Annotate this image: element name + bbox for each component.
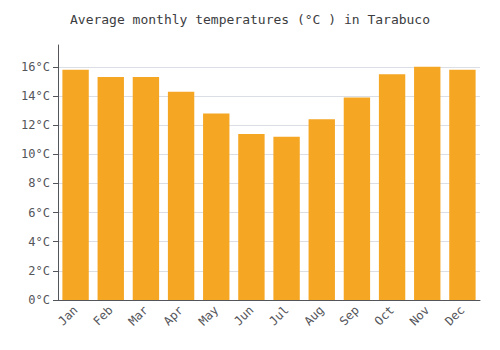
svg-text:10°C: 10°C	[21, 147, 50, 161]
svg-text:14°C: 14°C	[21, 89, 50, 103]
svg-text:12°C: 12°C	[21, 118, 50, 132]
svg-text:Dec: Dec	[442, 303, 467, 328]
svg-text:16°C: 16°C	[21, 60, 50, 74]
svg-text:0°C: 0°C	[28, 293, 50, 307]
svg-text:2°C: 2°C	[28, 264, 50, 278]
svg-text:Apr: Apr	[161, 303, 186, 328]
svg-text:May: May	[196, 303, 221, 328]
svg-text:Oct: Oct	[372, 303, 397, 328]
svg-text:Average monthly temperatures (: Average monthly temperatures (°C ) in Ta…	[70, 12, 430, 27]
svg-text:Mar: Mar	[126, 303, 151, 328]
svg-text:Jan: Jan	[55, 303, 80, 328]
svg-text:Feb: Feb	[90, 303, 115, 328]
svg-text:6°C: 6°C	[28, 206, 50, 220]
svg-text:4°C: 4°C	[28, 235, 50, 249]
svg-text:Nov: Nov	[407, 303, 432, 328]
svg-text:8°C: 8°C	[28, 176, 50, 190]
svg-text:Jul: Jul	[266, 303, 291, 328]
svg-text:Sep: Sep	[337, 303, 362, 328]
svg-text:Aug: Aug	[301, 303, 326, 328]
svg-text:Jun: Jun	[231, 303, 256, 328]
